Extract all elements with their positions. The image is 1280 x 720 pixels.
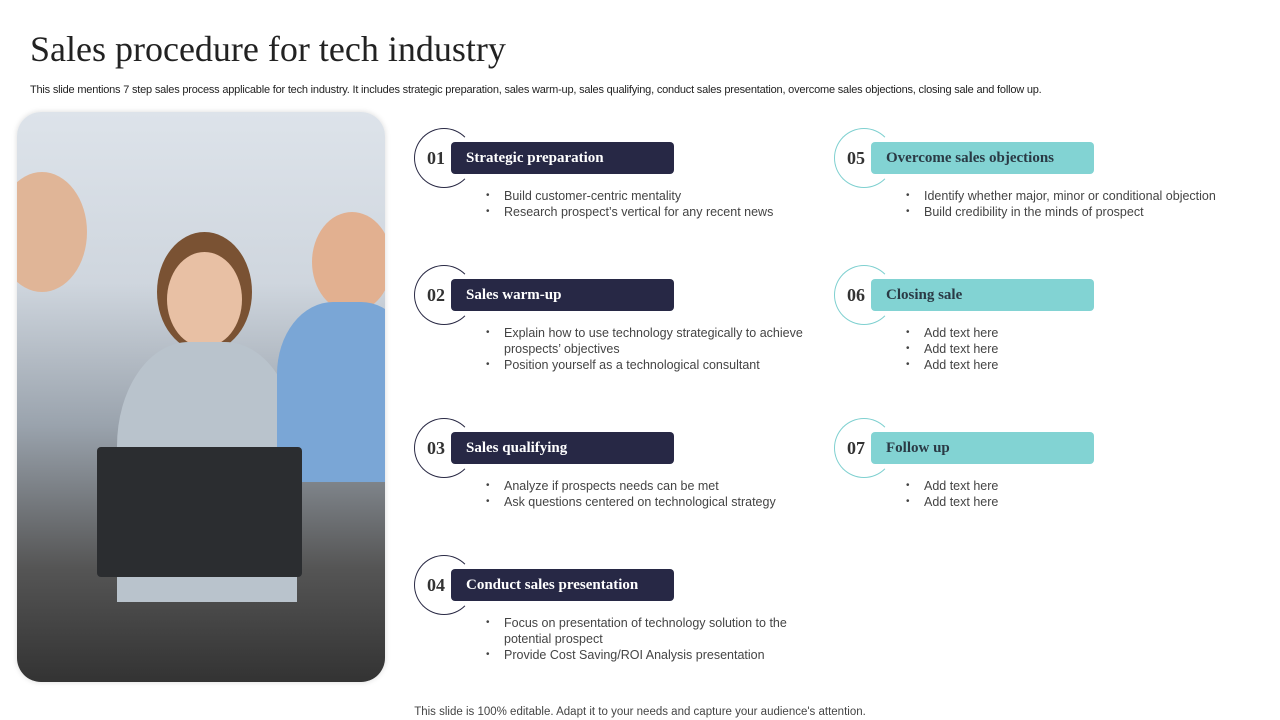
bullet-item: Add text here [906, 478, 1236, 494]
step-bullets: Explain how to use technology strategica… [486, 325, 816, 373]
bullet-item: Explain how to use technology strategica… [486, 325, 816, 357]
step-number-circle: 01 [414, 128, 474, 188]
footer-note: This slide is 100% editable. Adapt it to… [414, 706, 866, 718]
step-bullets: Identify whether major, minor or conditi… [906, 188, 1236, 220]
step-number-circle: 07 [834, 418, 894, 478]
bullet-item: Add text here [906, 341, 1236, 357]
step-label: Follow up [871, 432, 1094, 464]
bullet-item: Research prospect’s vertical for any rec… [486, 204, 816, 220]
step-label: Conduct sales presentation [451, 569, 674, 601]
step-bullets: Add text hereAdd text here [906, 478, 1236, 510]
step-label: Sales warm-up [451, 279, 674, 311]
step-number-circle: 06 [834, 265, 894, 325]
step-label: Sales qualifying [451, 432, 674, 464]
bullet-item: Focus on presentation of technology solu… [486, 615, 816, 647]
bullet-item: Ask questions centered on technological … [486, 494, 816, 510]
step-label: Closing sale [871, 279, 1094, 311]
bullet-item: Add text here [906, 325, 1236, 341]
bullet-item: Position yourself as a technological con… [486, 357, 816, 373]
step-bullets: Focus on presentation of technology solu… [486, 615, 816, 663]
bullet-item: Build credibility in the minds of prospe… [906, 204, 1236, 220]
bullet-item: Provide Cost Saving/ROI Analysis present… [486, 647, 816, 663]
step-number-circle: 04 [414, 555, 474, 615]
bullet-item: Add text here [906, 494, 1236, 510]
subtitle: This slide mentions 7 step sales process… [30, 84, 1042, 96]
step-label: Strategic preparation [451, 142, 674, 174]
step-label: Overcome sales objections [871, 142, 1094, 174]
step-number-circle: 03 [414, 418, 474, 478]
step-number-circle: 02 [414, 265, 474, 325]
step-bullets: Build customer-centric mentalityResearch… [486, 188, 816, 220]
bullet-item: Build customer-centric mentality [486, 188, 816, 204]
step-bullets: Add text hereAdd text hereAdd text here [906, 325, 1236, 373]
step-bullets: Analyze if prospects needs can be metAsk… [486, 478, 816, 510]
step-number-circle: 05 [834, 128, 894, 188]
page-title: Sales procedure for tech industry [30, 29, 506, 69]
bullet-item: Add text here [906, 357, 1236, 373]
bullet-item: Analyze if prospects needs can be met [486, 478, 816, 494]
bullet-item: Identify whether major, minor or conditi… [906, 188, 1236, 204]
team-photo [17, 112, 385, 682]
